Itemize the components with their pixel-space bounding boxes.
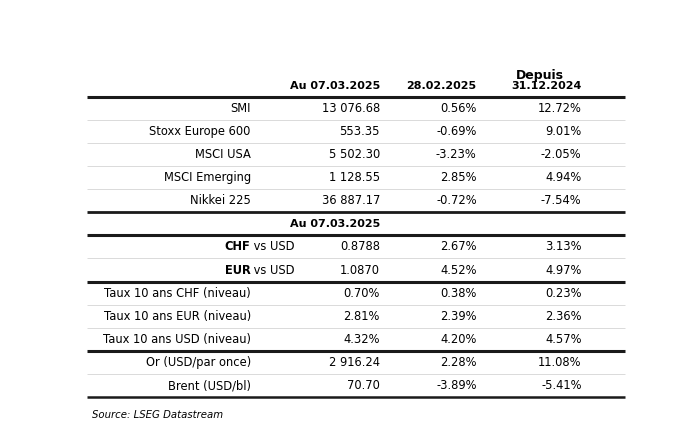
Text: 0.23%: 0.23%	[545, 287, 582, 300]
Text: 2.85%: 2.85%	[440, 171, 477, 184]
Text: Depuis: Depuis	[516, 69, 564, 82]
Text: -3.23%: -3.23%	[436, 148, 477, 161]
Text: -3.89%: -3.89%	[437, 379, 477, 392]
Text: vs USD: vs USD	[251, 241, 295, 254]
Text: MSCI USA: MSCI USA	[195, 148, 251, 161]
Text: 9.01%: 9.01%	[545, 125, 582, 138]
Text: 4.20%: 4.20%	[440, 333, 477, 346]
Text: 2 916.24: 2 916.24	[329, 356, 380, 369]
Text: 11.08%: 11.08%	[538, 356, 582, 369]
Text: 4.97%: 4.97%	[545, 263, 582, 276]
Text: 28.02.2025: 28.02.2025	[407, 81, 477, 90]
Text: 2.36%: 2.36%	[545, 310, 582, 323]
Text: -7.54%: -7.54%	[541, 194, 582, 207]
Text: 1 128.55: 1 128.55	[329, 171, 380, 184]
Text: 4.32%: 4.32%	[344, 333, 380, 346]
Text: 2.67%: 2.67%	[440, 241, 477, 254]
Text: Brent (USD/bl): Brent (USD/bl)	[168, 379, 251, 392]
Text: Au 07.03.2025: Au 07.03.2025	[289, 81, 380, 90]
Text: Source: LSEG Datastream: Source: LSEG Datastream	[92, 410, 223, 420]
Text: 36 887.17: 36 887.17	[321, 194, 380, 207]
Text: Or (USD/par once): Or (USD/par once)	[146, 356, 251, 369]
Text: 0.70%: 0.70%	[344, 287, 380, 300]
Text: 3.13%: 3.13%	[545, 241, 582, 254]
Text: -0.72%: -0.72%	[436, 194, 477, 207]
Text: 4.94%: 4.94%	[545, 171, 582, 184]
Text: 0.38%: 0.38%	[440, 287, 477, 300]
Text: 31.12.2024: 31.12.2024	[511, 81, 582, 90]
Text: Au 07.03.2025: Au 07.03.2025	[289, 219, 380, 229]
Text: CHF: CHF	[224, 241, 251, 254]
Text: EUR: EUR	[224, 263, 251, 276]
Text: 4.52%: 4.52%	[440, 263, 477, 276]
Text: 5 502.30: 5 502.30	[329, 148, 380, 161]
Text: -5.41%: -5.41%	[541, 379, 582, 392]
Text: Stoxx Europe 600: Stoxx Europe 600	[149, 125, 251, 138]
Text: Taux 10 ans USD (niveau): Taux 10 ans USD (niveau)	[103, 333, 251, 346]
Text: 12.72%: 12.72%	[538, 102, 582, 115]
Text: Nikkei 225: Nikkei 225	[190, 194, 251, 207]
Text: 70.70: 70.70	[347, 379, 380, 392]
Text: -0.69%: -0.69%	[437, 125, 477, 138]
Text: 2.28%: 2.28%	[440, 356, 477, 369]
Text: vs USD: vs USD	[251, 263, 295, 276]
Text: 13 076.68: 13 076.68	[321, 102, 380, 115]
Text: 0.56%: 0.56%	[440, 102, 477, 115]
Text: MSCI Emerging: MSCI Emerging	[164, 171, 251, 184]
Text: 0.8788: 0.8788	[340, 241, 380, 254]
Text: 4.57%: 4.57%	[545, 333, 582, 346]
Text: Taux 10 ans EUR (niveau): Taux 10 ans EUR (niveau)	[103, 310, 251, 323]
Text: 553.35: 553.35	[339, 125, 380, 138]
Text: 2.39%: 2.39%	[440, 310, 477, 323]
Text: Taux 10 ans CHF (niveau): Taux 10 ans CHF (niveau)	[104, 287, 251, 300]
Text: 2.81%: 2.81%	[344, 310, 380, 323]
Text: -2.05%: -2.05%	[541, 148, 582, 161]
Text: SMI: SMI	[230, 102, 251, 115]
Text: 1.0870: 1.0870	[340, 263, 380, 276]
